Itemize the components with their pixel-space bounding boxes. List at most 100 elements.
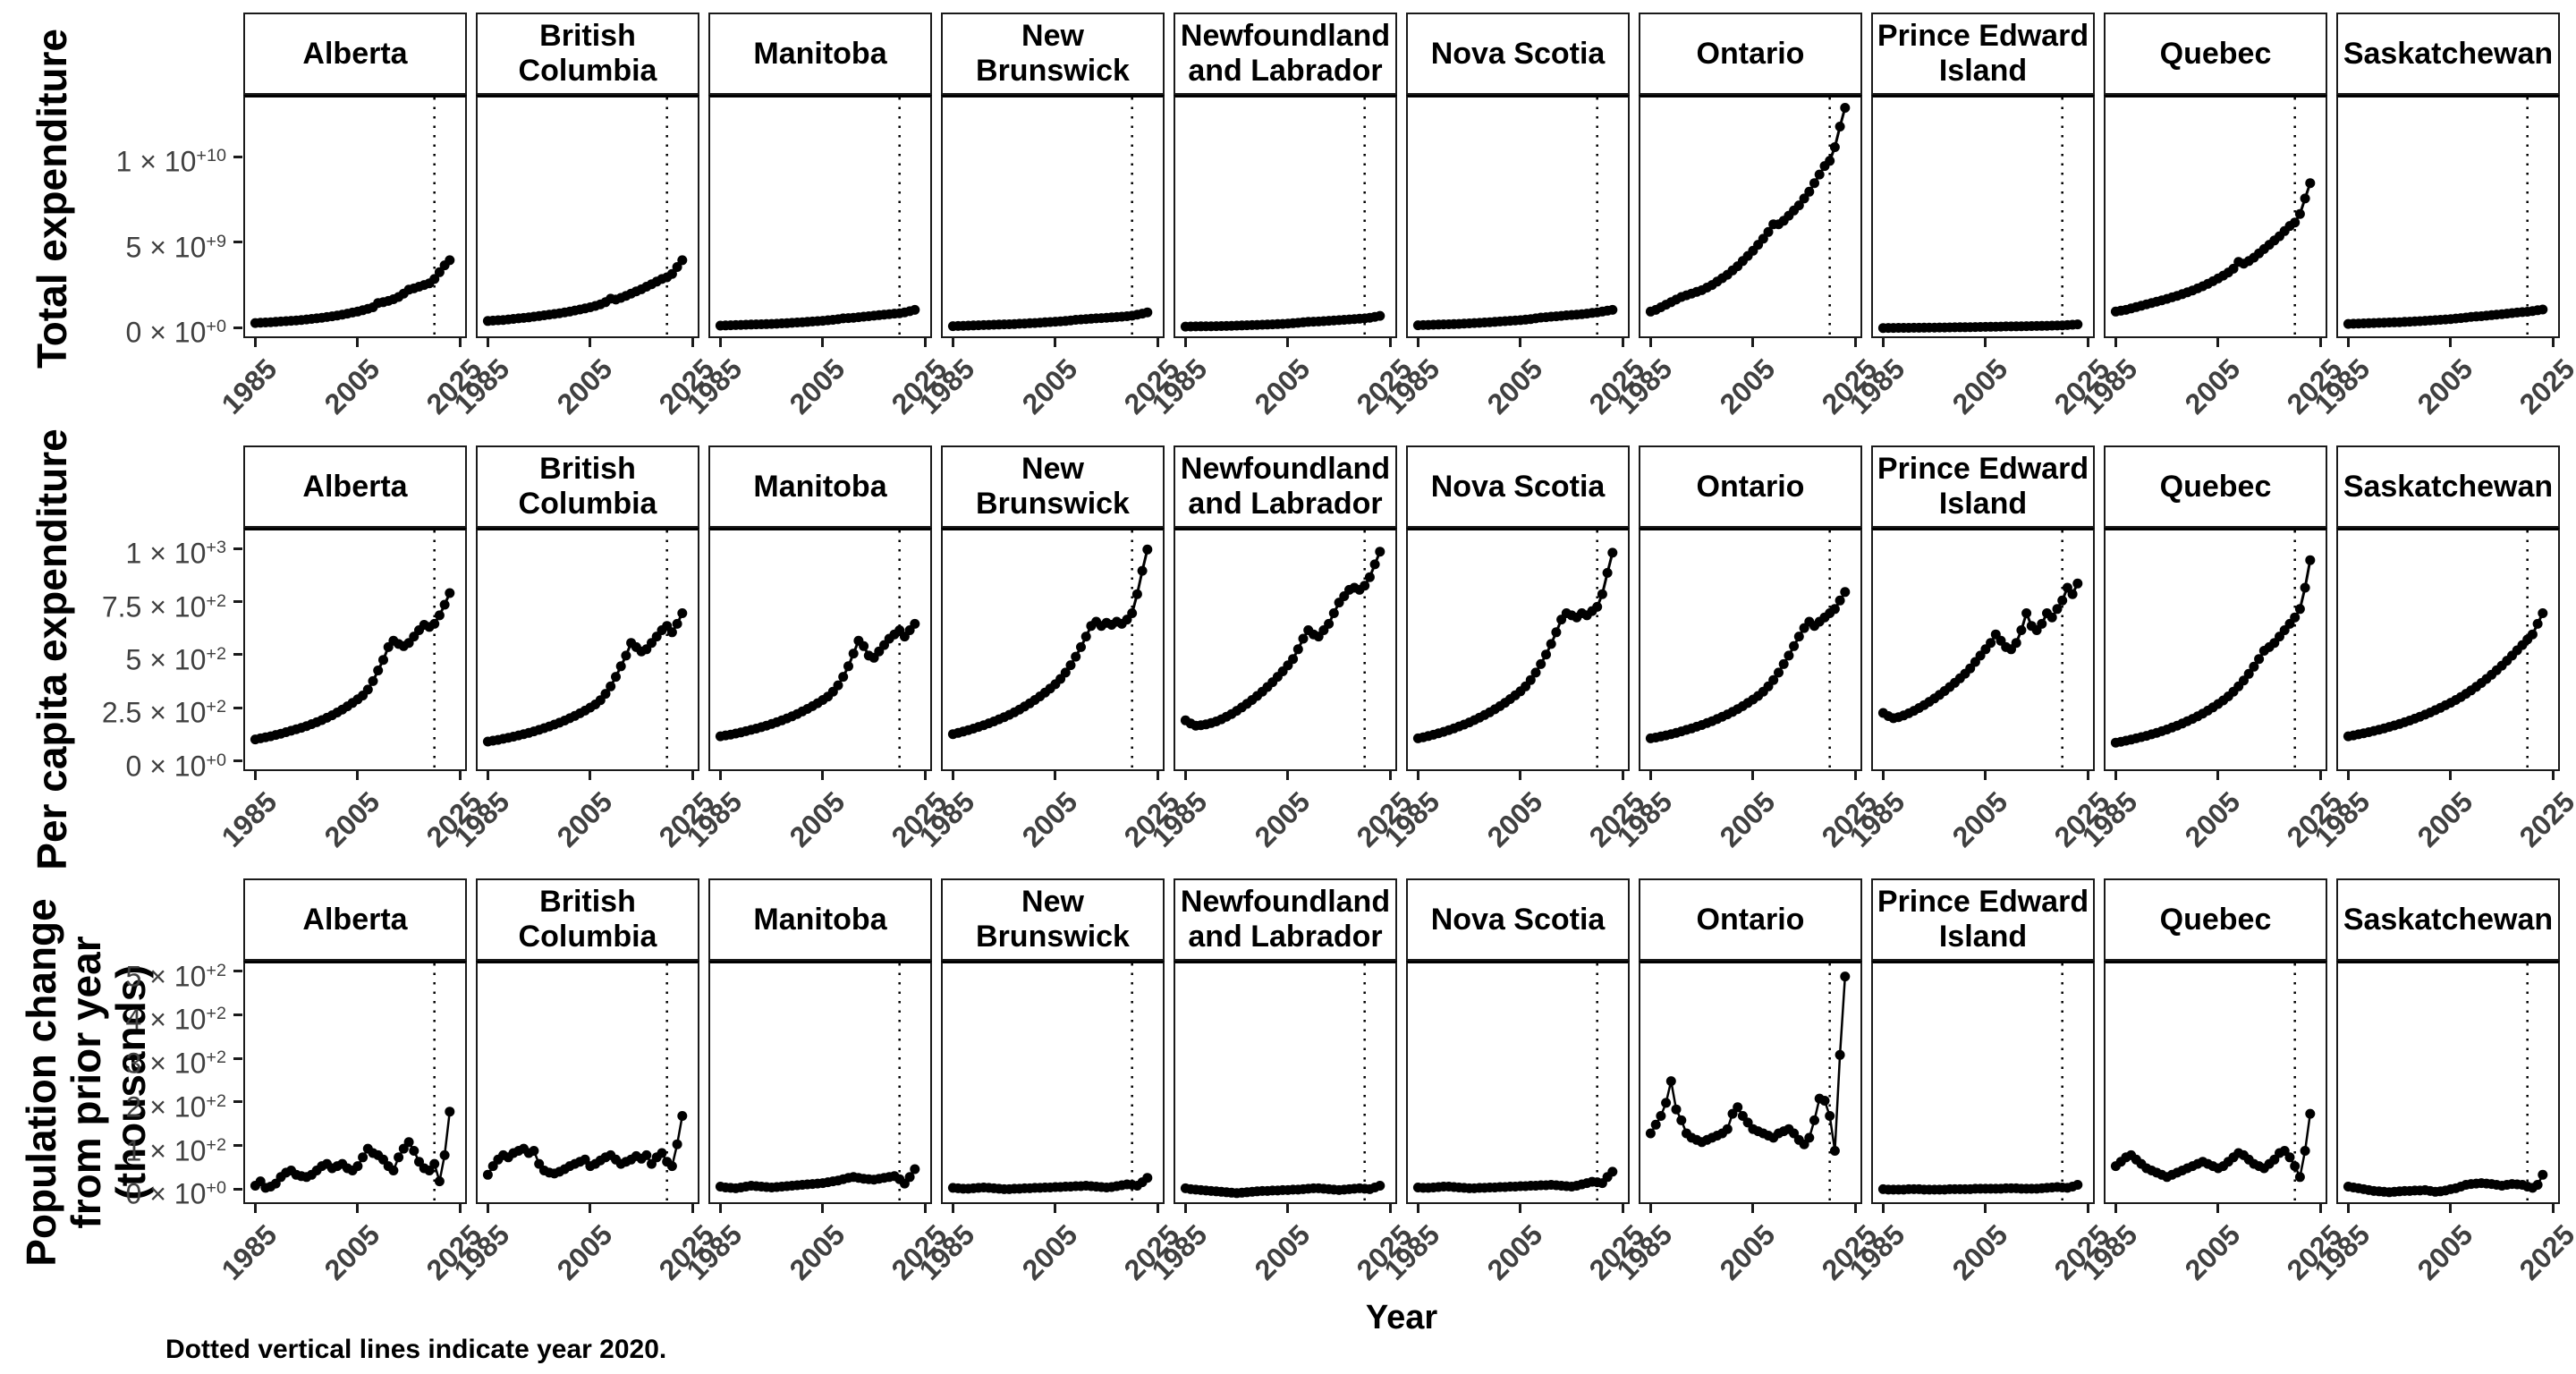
facet-strip: Saskatchewan xyxy=(2336,445,2560,528)
x-axis-tick xyxy=(589,338,592,347)
y-tick-label-exponent: +2 xyxy=(206,590,226,611)
data-point xyxy=(1530,667,1541,678)
x-tick-label: 2005 xyxy=(318,785,386,853)
data-point xyxy=(600,689,611,700)
x-axis-tick xyxy=(1519,338,1522,347)
data-point xyxy=(2021,608,2032,618)
panel xyxy=(941,961,1165,1204)
x-tick-label: 2005 xyxy=(2411,785,2479,853)
panel xyxy=(941,95,1165,338)
x-axis-tick xyxy=(1853,771,1857,780)
panel-plot-ontario xyxy=(1645,98,1851,337)
x-axis-tick xyxy=(356,338,360,347)
data-point xyxy=(1607,304,1618,315)
x-axis-tick xyxy=(1881,771,1885,780)
y-tick-label-base: 0 × 10 xyxy=(125,1178,207,1211)
data-point xyxy=(666,268,677,279)
y-axis-tick xyxy=(233,1056,242,1060)
data-point xyxy=(373,666,384,675)
data-point xyxy=(1829,142,1840,152)
data-point xyxy=(2249,661,2259,672)
x-axis-tick xyxy=(821,771,825,780)
panel xyxy=(2104,528,2327,771)
x-axis-tick xyxy=(691,1204,694,1213)
y-tick-label-exponent: +2 xyxy=(206,1047,226,1068)
x-tick-label: 2005 xyxy=(1015,785,1084,853)
x-axis-tick xyxy=(486,1204,489,1213)
data-point xyxy=(2239,675,2249,686)
y-tick-label-exponent: +2 xyxy=(206,697,226,717)
data-point xyxy=(1292,644,1303,655)
data-series-line xyxy=(2115,182,2312,313)
data-point xyxy=(434,610,445,621)
data-point xyxy=(2538,1169,2548,1180)
x-axis-tick xyxy=(2551,771,2555,780)
data-point xyxy=(368,675,378,686)
data-point xyxy=(1829,604,1840,615)
data-point xyxy=(2294,208,2305,219)
data-point xyxy=(362,684,373,695)
y-tick-label-exponent: +2 xyxy=(206,1134,226,1155)
data-point xyxy=(848,649,859,659)
data-point xyxy=(2300,193,2310,204)
x-axis-tick xyxy=(458,338,462,347)
panel-plot-alberta xyxy=(250,98,455,337)
data-point xyxy=(2072,578,2083,589)
x-tick-label: 2005 xyxy=(1015,352,1084,420)
data-point xyxy=(424,1166,435,1175)
y-tick-label-base: 4 × 10 xyxy=(125,1004,207,1037)
data-point xyxy=(838,672,849,683)
x-axis-tick xyxy=(2346,771,2350,780)
y-axis-tick xyxy=(233,1187,242,1191)
facet-strip-label: Nova Scotia xyxy=(1430,902,1606,937)
facet-strip-label: Quebec xyxy=(2159,469,2272,504)
data-point xyxy=(1835,1049,1845,1060)
panel xyxy=(243,961,467,1204)
panel xyxy=(476,528,699,771)
x-tick-label: 2005 xyxy=(2411,1218,2479,1286)
y-axis-tick xyxy=(233,970,242,973)
data-point xyxy=(2254,654,2265,665)
data-point xyxy=(2067,589,2078,599)
x-tick-label: 2005 xyxy=(1248,1218,1317,1286)
data-point xyxy=(429,618,440,629)
facet-strip: Manitoba xyxy=(708,445,932,528)
facet-strip-label: Newfoundland and Labrador xyxy=(1180,885,1391,954)
data-point xyxy=(439,599,450,610)
data-point xyxy=(606,681,616,691)
data-point xyxy=(439,1149,450,1160)
x-axis-tick xyxy=(253,1204,257,1213)
y-tick-label-base: 5 × 10 xyxy=(125,231,207,264)
data-point xyxy=(1763,226,1774,237)
x-tick-label: 2005 xyxy=(1713,352,1782,420)
x-axis-tick xyxy=(951,338,954,347)
panel xyxy=(2104,95,2327,338)
data-point xyxy=(388,1166,399,1175)
data-point xyxy=(2305,178,2316,189)
data-point xyxy=(1607,1166,1618,1177)
x-axis-tick xyxy=(923,771,927,780)
data-point xyxy=(2300,1146,2310,1156)
data-point xyxy=(352,1161,363,1172)
data-point xyxy=(1541,649,1551,660)
panel xyxy=(2336,528,2560,771)
x-axis-tick xyxy=(821,1204,825,1213)
data-point xyxy=(2290,1161,2301,1172)
x-axis-tick xyxy=(458,771,462,780)
x-tick-label: 2005 xyxy=(550,785,619,853)
x-axis-tick xyxy=(2318,338,2322,347)
x-axis-tick xyxy=(458,1204,462,1213)
y-axis-tick xyxy=(233,326,242,329)
data-point xyxy=(1645,1128,1656,1139)
data-point xyxy=(1142,307,1153,318)
data-point xyxy=(1819,1096,1830,1106)
panel xyxy=(1871,961,2095,1204)
data-point xyxy=(1799,193,1809,204)
facet-strip-label: New Brunswick xyxy=(976,452,1130,521)
data-series-line xyxy=(255,592,452,742)
panel xyxy=(476,961,699,1204)
panel-plot-nova-scotia xyxy=(1412,530,1618,770)
y-tick-label: 5 × 10+2 xyxy=(30,955,226,992)
x-axis-tick xyxy=(486,338,489,347)
data-point xyxy=(1774,667,1784,678)
